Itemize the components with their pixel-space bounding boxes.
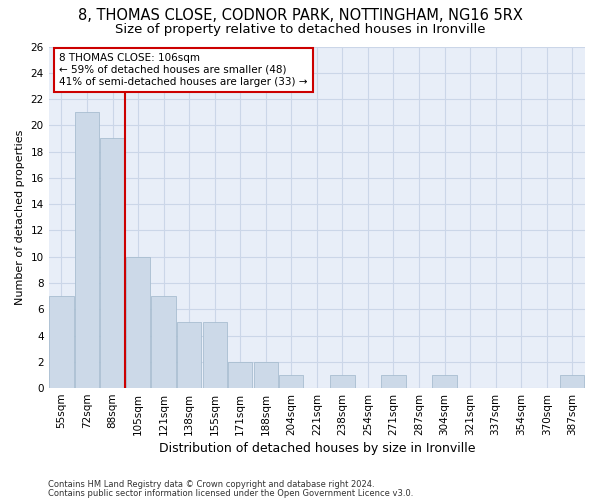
Bar: [382, 375, 406, 388]
Text: Size of property relative to detached houses in Ironville: Size of property relative to detached ho…: [115, 22, 485, 36]
Bar: [75, 112, 99, 388]
Text: Contains public sector information licensed under the Open Government Licence v3: Contains public sector information licen…: [48, 488, 413, 498]
Bar: [433, 375, 457, 388]
Bar: [560, 375, 584, 388]
Bar: [330, 375, 355, 388]
Bar: [279, 375, 304, 388]
Bar: [203, 322, 227, 388]
Bar: [254, 362, 278, 388]
Y-axis label: Number of detached properties: Number of detached properties: [15, 130, 25, 305]
Bar: [151, 296, 176, 388]
Bar: [126, 256, 150, 388]
Bar: [177, 322, 201, 388]
Text: 8 THOMAS CLOSE: 106sqm
← 59% of detached houses are smaller (48)
41% of semi-det: 8 THOMAS CLOSE: 106sqm ← 59% of detached…: [59, 54, 308, 86]
Text: 8, THOMAS CLOSE, CODNOR PARK, NOTTINGHAM, NG16 5RX: 8, THOMAS CLOSE, CODNOR PARK, NOTTINGHAM…: [77, 8, 523, 22]
Bar: [100, 138, 125, 388]
Bar: [228, 362, 253, 388]
Bar: [49, 296, 74, 388]
X-axis label: Distribution of detached houses by size in Ironville: Distribution of detached houses by size …: [158, 442, 475, 455]
Text: Contains HM Land Registry data © Crown copyright and database right 2024.: Contains HM Land Registry data © Crown c…: [48, 480, 374, 489]
